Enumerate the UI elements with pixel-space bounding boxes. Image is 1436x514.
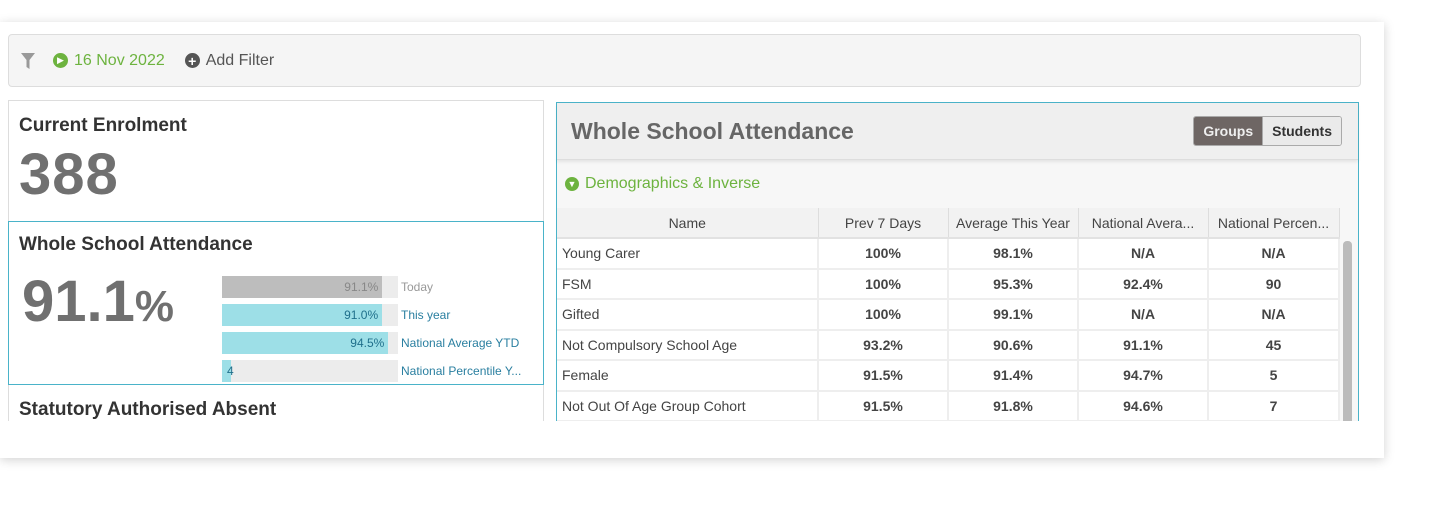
table-cell: 94.7%: [1078, 360, 1209, 392]
bar-fill: 91.1%: [222, 276, 383, 298]
table-cell: 91.5%: [818, 360, 949, 392]
bar-label[interactable]: National Average YTD: [401, 336, 520, 350]
add-filter-label: Add Filter: [205, 51, 275, 69]
bar-fill: 94.5%: [222, 332, 389, 354]
table-cell: 92.4%: [1078, 268, 1209, 300]
table-cell: N/A: [1208, 238, 1340, 270]
enrolment-widget[interactable]: Current Enrolment 388: [9, 101, 543, 222]
table-cell: 90.6%: [948, 329, 1079, 361]
attendance-bars: 91.1% Today 91.0% This year 94.5% National Av…: [222, 273, 521, 385]
column-header[interactable]: Prev 7 Days: [818, 208, 949, 239]
attendance-value: 91.1%: [22, 268, 174, 335]
attendance-groups-panel: Whole School Attendance Groups Students …: [556, 102, 1359, 421]
table-cell: 100%: [818, 299, 949, 331]
date-label: 16 Nov 2022: [74, 51, 165, 69]
table-cell: Gifted: [557, 299, 819, 331]
table-cell: 91.4%: [948, 360, 1079, 392]
demographics-toggle[interactable]: ▼ Demographics & Inverse: [557, 160, 1358, 208]
table-row[interactable]: Gifted 100% 99.1% N/A N/A: [557, 299, 1340, 331]
table-cell: 91.1%: [1078, 329, 1209, 361]
attendance-number: 91.1: [22, 269, 135, 334]
column-header[interactable]: Average This Year: [948, 208, 1079, 239]
groups-table: Name Prev 7 Days Average This Year National…: [557, 208, 1340, 421]
view-toggle: Groups Students: [1193, 116, 1342, 146]
table-cell: Not Out Of Age Group Cohort: [557, 390, 819, 421]
table-cell: 93.2%: [818, 329, 949, 361]
filter-icon[interactable]: [21, 52, 35, 69]
enrolment-title: Current Enrolment: [19, 115, 187, 136]
table-cell: Not Compulsory School Age: [557, 329, 819, 361]
scrollbar[interactable]: [1343, 241, 1352, 421]
table-row[interactable]: FSM 100% 95.3% 92.4% 90: [557, 268, 1340, 300]
table-cell: 100%: [818, 268, 949, 300]
table-row[interactable]: Female 91.5% 91.4% 94.7% 5: [557, 360, 1340, 392]
bar-label[interactable]: National Percentile Y...: [401, 364, 522, 378]
statutory-title: Statutory Authorised Absent: [19, 399, 277, 420]
bar-track: 91.1%: [222, 276, 398, 298]
bar-track: 94.5%: [222, 332, 398, 354]
column-header[interactable]: National Avera...: [1078, 208, 1209, 239]
add-filter-button[interactable]: + Add Filter: [184, 51, 275, 70]
table-cell: 98.1%: [948, 238, 1079, 270]
attendance-unit: %: [134, 282, 175, 331]
panel-title: Whole School Attendance: [571, 117, 854, 144]
bar-row: 91.1% Today: [222, 273, 521, 301]
table-cell: 5: [1208, 360, 1340, 392]
students-button[interactable]: Students: [1262, 117, 1341, 145]
column-header[interactable]: National Percen...: [1208, 208, 1340, 239]
bar-label[interactable]: This year: [401, 308, 451, 322]
filter-bar: ▶ 16 Nov 2022 + Add Filter: [8, 34, 1361, 87]
plus-icon: +: [184, 53, 200, 69]
table-cell: N/A: [1078, 299, 1209, 331]
table-cell: 90: [1208, 268, 1340, 300]
dashboard-card: ▶ 16 Nov 2022 + Add Filter Current Enrolme…: [0, 22, 1384, 458]
table-cell: N/A: [1078, 238, 1209, 270]
date-filter[interactable]: ▶ 16 Nov 2022: [53, 52, 165, 70]
enrolment-value: 388: [19, 142, 119, 207]
chevron-down-icon: ▼: [565, 177, 579, 191]
bar-row: 91.0% This year: [222, 301, 521, 329]
table-cell: N/A: [1208, 299, 1340, 331]
bar-fill: 91.0%: [222, 304, 383, 326]
table-cell: Young Carer: [557, 238, 819, 270]
table-cell: 100%: [818, 238, 949, 270]
section-label: Demographics & Inverse: [585, 175, 761, 192]
table-row[interactable]: Young Carer 100% 98.1% N/A N/A: [557, 238, 1340, 270]
bar-label[interactable]: Today: [401, 280, 434, 294]
groups-button[interactable]: Groups: [1194, 117, 1263, 145]
attendance-title: Whole School Attendance: [19, 234, 253, 255]
table-cell: Female: [557, 360, 819, 392]
table-cell: FSM: [557, 268, 819, 300]
table-cell: 94.6%: [1078, 390, 1209, 421]
bar-track: 4: [222, 360, 398, 382]
table-row[interactable]: Not Out Of Age Group Cohort 91.5% 91.8% 94.…: [557, 390, 1340, 421]
table-row[interactable]: Not Compulsory School Age 93.2% 90.6% 91.1%…: [557, 329, 1340, 361]
table-cell: 91.5%: [818, 390, 949, 421]
bar-track: 91.0%: [222, 304, 398, 326]
attendance-widget[interactable]: Whole School Attendance 91.1% 91.1% Today…: [8, 221, 544, 385]
play-icon: ▶: [53, 53, 68, 68]
bar-row: 94.5% National Average YTD: [222, 329, 521, 357]
bar-row: 4 National Percentile Y...: [222, 357, 521, 385]
table-cell: 7: [1208, 390, 1340, 421]
table-cell: 45: [1208, 329, 1340, 361]
bar-fill: 4: [222, 360, 234, 382]
table-cell: 91.8%: [948, 390, 1079, 421]
table-cell: 95.3%: [948, 268, 1079, 300]
table-cell: 99.1%: [948, 299, 1079, 331]
column-header[interactable]: Name: [557, 208, 819, 239]
panel-header: Whole School Attendance Groups Students: [557, 103, 1358, 160]
summary-panel: Current Enrolment 388 Whole School Atten…: [8, 100, 544, 421]
